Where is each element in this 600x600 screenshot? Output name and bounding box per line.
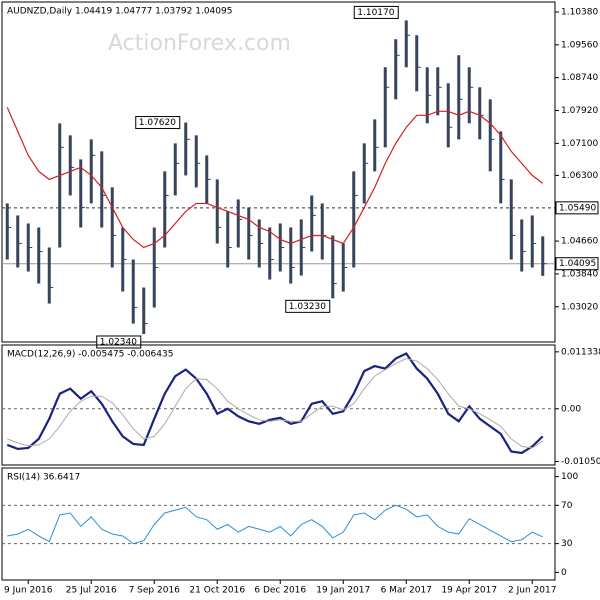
y-tick-label: 0.011338 xyxy=(561,347,600,357)
x-tick-label: 2 Jun 2017 xyxy=(508,586,556,596)
y-tick-label: 100 xyxy=(561,472,578,482)
y-tick-label: 1.09560 xyxy=(561,40,598,50)
y-tick-label: 30 xyxy=(561,539,573,549)
y-tick-label: 1.07100 xyxy=(561,139,598,149)
x-tick-label: 6 Mar 2017 xyxy=(381,586,432,596)
x-tick-label: 19 Apr 2017 xyxy=(441,586,497,596)
indicator-line xyxy=(6,352,544,455)
y-tick-label: 1.03840 xyxy=(561,269,598,279)
y-tick-label: 1.10380 xyxy=(561,8,598,18)
annotation-label: 1.07620 xyxy=(139,118,176,128)
x-tick-label: 25 Jul 2016 xyxy=(66,586,117,596)
y-tick-label: -0.010506 xyxy=(561,457,600,467)
level-box xyxy=(555,201,599,215)
y-tick-label: 0.00 xyxy=(561,404,581,414)
panel-frame xyxy=(1,344,556,466)
annotation-box xyxy=(285,299,331,313)
panel-frame xyxy=(1,467,556,581)
level-label: 1.05490 xyxy=(559,203,596,213)
indicator-line xyxy=(7,358,544,449)
x-tick-label: 21 Oct 2016 xyxy=(189,586,245,596)
annotation-box xyxy=(135,116,181,130)
y-tick-label: 1.08740 xyxy=(561,73,598,83)
level-label: 1.04095 xyxy=(559,259,596,269)
x-tick-label: 19 Jan 2017 xyxy=(316,586,370,596)
annotation-label: 1.02340 xyxy=(100,337,137,347)
y-tick-label: 0 xyxy=(561,568,567,578)
y-tick-label: 1.04660 xyxy=(561,237,598,247)
moving-average xyxy=(6,107,544,249)
panel-title: MACD(12,26,9) -0.005475 -0.006435 xyxy=(7,350,173,360)
x-tick-label: 6 Dec 2016 xyxy=(254,586,306,596)
x-tick-label: 7 Sep 2016 xyxy=(129,586,181,596)
indicator-line xyxy=(7,504,543,545)
annotation-label: 1.10170 xyxy=(357,8,394,18)
panel-title: AUDNZD,Daily 1.04419 1.04777 1.03792 1.0… xyxy=(7,7,232,17)
panel-frame xyxy=(1,1,556,343)
watermark: ActionForex.com xyxy=(108,31,291,56)
y-tick-label: 70 xyxy=(561,501,573,511)
annotation-box xyxy=(353,5,399,19)
x-tick-label: 9 Jun 2016 xyxy=(4,586,53,596)
panel-title: RSI(14) 36.6417 xyxy=(7,473,80,483)
annotation-label: 1.03230 xyxy=(289,302,326,312)
y-tick-label: 1.03020 xyxy=(561,302,598,312)
y-tick-label: 1.07920 xyxy=(561,106,598,116)
y-tick-label: 1.06300 xyxy=(561,171,598,181)
level-box xyxy=(555,257,599,271)
